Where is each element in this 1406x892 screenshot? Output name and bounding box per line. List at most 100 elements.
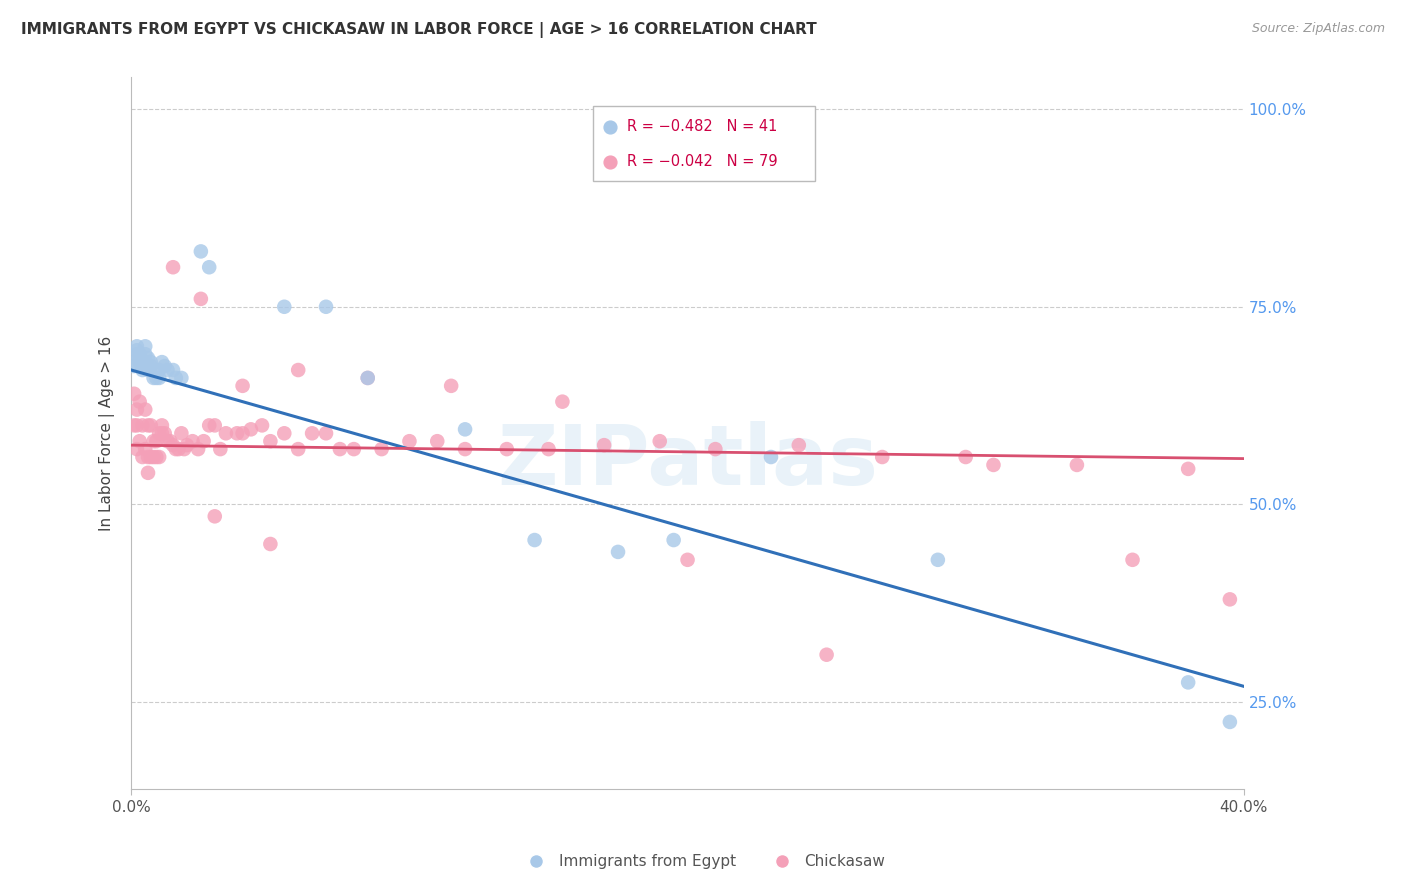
Point [122,355,145,369]
Point [273,300,295,314]
Point [232,426,254,441]
Point [136,363,159,377]
Point [287,363,309,377]
Point [301,426,323,441]
Point [329,442,352,456]
Point [190,292,212,306]
Point [704,442,727,456]
Point [148,371,170,385]
Point [131,363,153,377]
Point [165,371,187,385]
Text: Source: ZipAtlas.com: Source: ZipAtlas.com [1251,22,1385,36]
Point [170,371,193,385]
Point [357,371,380,385]
Point [250,418,273,433]
Point [128,355,150,369]
Point [145,434,167,449]
Point [156,363,179,377]
Point [259,434,281,449]
Point [142,371,165,385]
Point [136,466,159,480]
Point [209,442,232,456]
Point [454,422,477,436]
Point [983,458,1005,472]
Point [176,438,198,452]
Point [273,426,295,441]
Point [128,434,150,449]
Point [648,434,671,449]
Point [134,442,156,456]
Point [125,343,148,358]
Point [142,434,165,449]
Point [148,450,170,464]
Point [150,355,173,369]
Point [134,347,156,361]
Point [204,509,226,524]
Point [139,359,162,373]
Point [593,438,616,452]
Point [162,438,184,452]
Point [125,442,148,456]
Point [315,426,337,441]
Point [142,363,165,377]
Point [1316,196,1339,211]
Point [125,402,148,417]
Point [193,434,215,449]
Point [523,533,546,547]
Point [187,442,209,456]
Point [150,418,173,433]
Point [315,300,337,314]
Point [454,442,477,456]
Point [357,371,380,385]
Point [162,260,184,275]
Point [759,450,782,464]
Point [440,379,463,393]
Point [226,426,249,441]
Point [162,363,184,377]
Point [153,359,176,373]
Point [232,379,254,393]
Point [153,426,176,441]
Point [136,418,159,433]
Point [198,418,221,433]
Point [870,450,893,464]
Point [136,450,159,464]
Point [122,359,145,373]
Point [122,418,145,433]
Point [370,442,392,456]
Text: ZIPatlas: ZIPatlas [498,421,879,502]
Point [662,533,685,547]
Point [134,355,156,369]
Point [239,422,262,436]
Point [1177,462,1199,476]
Point [131,359,153,373]
Point [134,339,156,353]
Point [131,450,153,464]
FancyBboxPatch shape [593,106,815,181]
Point [1219,592,1241,607]
Point [343,442,366,456]
Point [204,418,226,433]
Point [1066,458,1088,472]
Point [134,402,156,417]
Point [181,434,204,449]
Point [148,426,170,441]
Point [145,371,167,385]
Point [156,434,179,449]
Point [128,394,150,409]
Point [173,442,195,456]
Point [927,553,949,567]
Point [190,244,212,259]
Legend: Immigrants from Egypt, Chickasaw: Immigrants from Egypt, Chickasaw [515,848,891,875]
Point [165,442,187,456]
Text: R = −0.042   N = 79: R = −0.042 N = 79 [627,154,778,169]
Point [1122,553,1144,567]
Point [287,442,309,456]
Point [125,418,148,433]
Point [148,363,170,377]
Point [787,438,810,452]
Point [1316,157,1339,171]
Point [122,386,145,401]
Point [145,450,167,464]
Point [1219,714,1241,729]
